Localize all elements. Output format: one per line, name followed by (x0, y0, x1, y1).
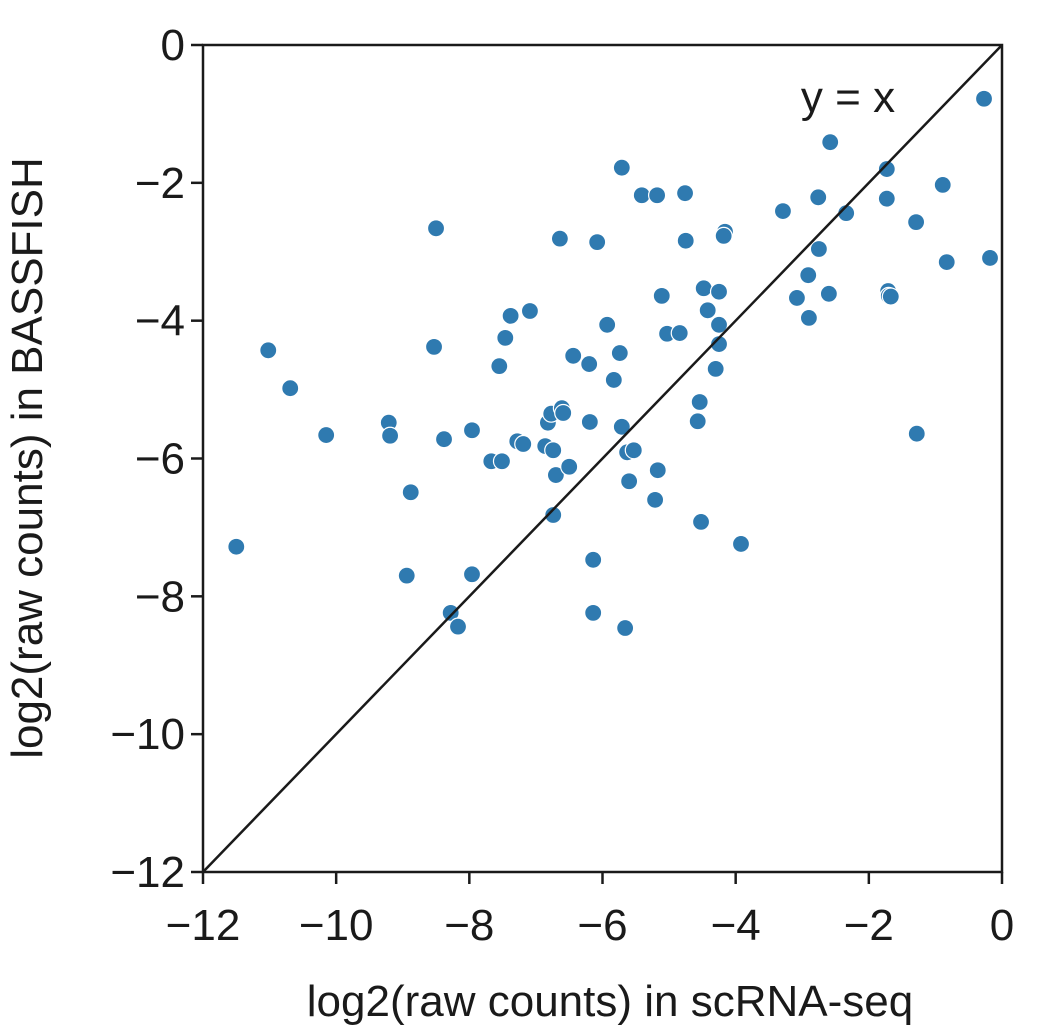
data-point (691, 512, 711, 532)
data-point (584, 603, 603, 622)
y-tick-label: −10 (110, 710, 185, 759)
x-tick-label: −8 (444, 901, 494, 950)
data-point (448, 617, 468, 636)
data-point (546, 465, 565, 485)
data-point (698, 301, 717, 320)
identity-line-label: y = x (801, 73, 895, 122)
data-point (544, 505, 563, 525)
data-point (227, 537, 246, 556)
data-point (550, 229, 569, 248)
data-point (584, 550, 603, 569)
data-point (610, 343, 629, 363)
data-point (632, 186, 651, 205)
data-point (317, 425, 336, 445)
data-point (598, 315, 617, 334)
data-point (787, 288, 807, 308)
y-axis-ticks: 0 −2 −4 −6 −8 −10 −12 (110, 21, 203, 897)
y-tick-label: 0 (161, 21, 185, 70)
data-point (907, 424, 926, 443)
data-point (434, 430, 454, 449)
data-point (401, 483, 420, 502)
x-tick-label: −4 (711, 901, 761, 950)
data-point (492, 452, 512, 471)
data-point (462, 421, 482, 440)
data-point (646, 490, 665, 509)
data-point (731, 534, 751, 554)
data-point (490, 357, 509, 376)
data-point (974, 89, 994, 108)
x-tick-label: 0 (990, 901, 1014, 950)
data-point (380, 426, 400, 445)
data-point (670, 323, 689, 343)
data-point (620, 472, 639, 491)
data-point (821, 133, 840, 152)
x-tick-label: −10 (299, 901, 374, 950)
data-point (544, 441, 563, 460)
x-axis-label: log2(raw counts) in scRNA-seq (307, 977, 913, 1026)
data-point (881, 287, 900, 306)
data-point (648, 461, 667, 480)
data-point (675, 184, 695, 203)
y-axis-label: log2(raw counts) in BASSFISH (3, 157, 52, 759)
data-point (259, 341, 278, 360)
data-point (426, 219, 446, 238)
identity-line (202, 44, 1003, 873)
x-tick-label: −6 (577, 901, 627, 950)
data-point (647, 186, 667, 205)
data-point (397, 566, 416, 585)
data-point (612, 417, 631, 436)
data-point (688, 412, 707, 431)
data-point (877, 159, 896, 179)
data-point (652, 286, 671, 305)
data-point (694, 279, 713, 298)
data-point (714, 226, 733, 245)
data-point (980, 248, 1000, 268)
x-axis-ticks: −12 −10 −8 −6 −4 −2 0 (166, 872, 1014, 950)
data-point (809, 188, 828, 207)
x-tick-label: −2 (844, 901, 894, 950)
data-point (604, 370, 623, 390)
data-point (709, 315, 729, 334)
y-tick-label: −4 (135, 297, 185, 346)
data-point (706, 359, 725, 379)
data-point (937, 252, 956, 272)
data-point (612, 158, 631, 177)
data-point (501, 306, 520, 325)
data-point (580, 354, 599, 374)
data-point (496, 328, 515, 347)
data-point (809, 239, 828, 259)
data-point (424, 337, 444, 356)
data-point (624, 441, 643, 460)
data-point (564, 346, 583, 365)
data-point (709, 282, 729, 301)
x-tick-label: −12 (166, 901, 241, 950)
y-tick-label: −2 (135, 159, 185, 208)
data-point (588, 233, 607, 252)
data-point (877, 189, 896, 208)
data-point (514, 434, 533, 454)
y-tick-label: −8 (135, 572, 185, 621)
data-point (554, 403, 573, 423)
data-point (580, 412, 599, 432)
data-point (462, 565, 482, 584)
data-point (819, 284, 838, 303)
data-point (907, 213, 926, 232)
data-point (281, 379, 300, 398)
data-point (616, 618, 635, 638)
data-point (520, 301, 540, 321)
data-point (773, 201, 793, 221)
data-point (709, 334, 729, 354)
points-layer (227, 89, 1000, 638)
data-point (799, 308, 819, 328)
y-tick-label: −6 (135, 435, 185, 484)
data-point (799, 266, 818, 285)
y-tick-label: −12 (110, 848, 185, 897)
data-point (560, 457, 579, 476)
data-point (933, 175, 952, 195)
data-point (690, 392, 709, 412)
data-point (676, 231, 695, 250)
